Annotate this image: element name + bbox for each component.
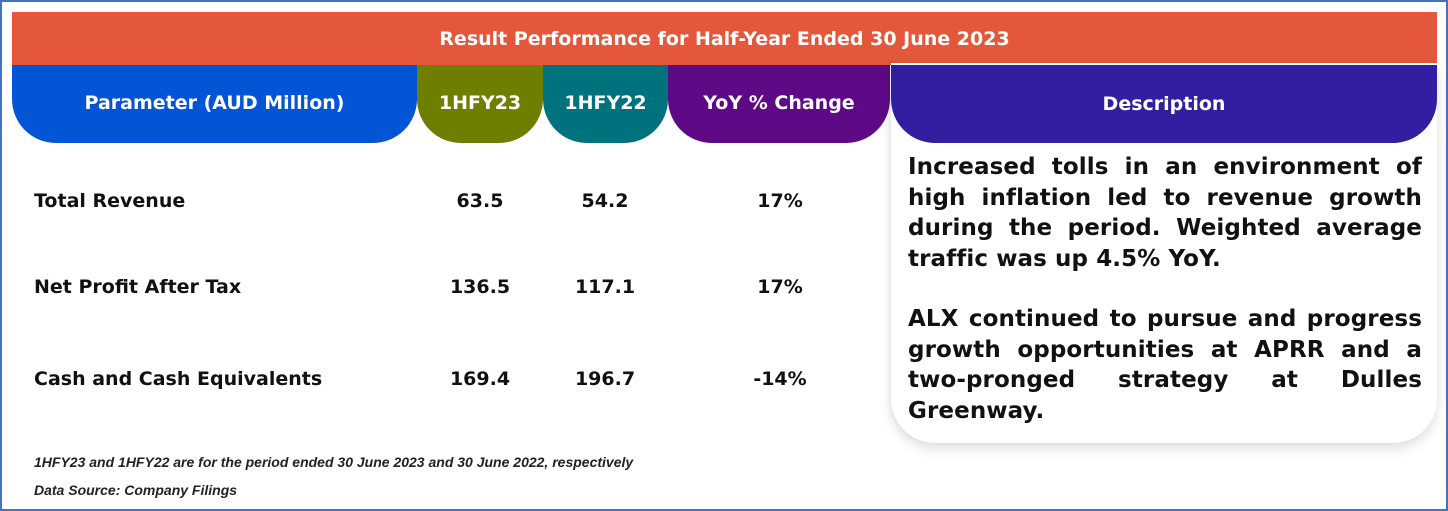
column-header-description: Description [891,65,1437,143]
table-row: Cash and Cash Equivalents 169.4 196.7 -1… [0,368,880,398]
column-header-1hfy22: 1HFY22 [543,65,668,143]
value-1hfy22: 54.2 [581,190,629,212]
row-label: Cash and Cash Equivalents [34,368,323,390]
column-header-1hfy23-label: 1HFY23 [438,92,522,114]
column-header-parameter: Parameter (AUD Million) [12,65,417,143]
title-bar: Result Performance for Half-Year Ended 3… [12,12,1437,65]
column-header-parameter-label: Parameter (AUD Million) [84,92,345,114]
description-paragraph: ALX continued to pursue and progress gro… [908,306,1422,424]
description-text: Increased tolls in an environment of hig… [908,152,1422,456]
value-1hfy23: 169.4 [449,368,511,390]
value-1hfy23: 136.5 [449,276,511,298]
column-header-description-label: Description [1102,93,1226,115]
value-yoy-change: -14% [753,368,807,390]
column-header-1hfy23: 1HFY23 [417,65,543,143]
column-header-1hfy22-label: 1HFY22 [564,92,647,114]
value-yoy-change: 17% [757,276,803,298]
description-paragraph: Increased tolls in an environment of hig… [908,154,1422,272]
row-label: Total Revenue [34,190,186,212]
value-yoy-change: 17% [757,190,803,212]
value-1hfy23: 63.5 [456,190,504,212]
footnote-period: 1HFY23 and 1HFY22 are for the period end… [34,454,634,470]
page-title: Result Performance for Half-Year Ended 3… [439,27,1010,50]
column-header-yoy-change-label: YoY % Change [703,92,855,114]
row-label: Net Profit After Tax [34,276,242,298]
table-row: Net Profit After Tax 136.5 117.1 17% [0,276,880,306]
table-row: Total Revenue 63.5 54.2 17% [0,190,880,220]
value-1hfy22: 117.1 [574,276,636,298]
column-header-yoy-change: YoY % Change [668,65,890,143]
value-1hfy22: 196.7 [574,368,636,390]
footnote-data-source: Data Source: Company Filings [34,482,238,498]
